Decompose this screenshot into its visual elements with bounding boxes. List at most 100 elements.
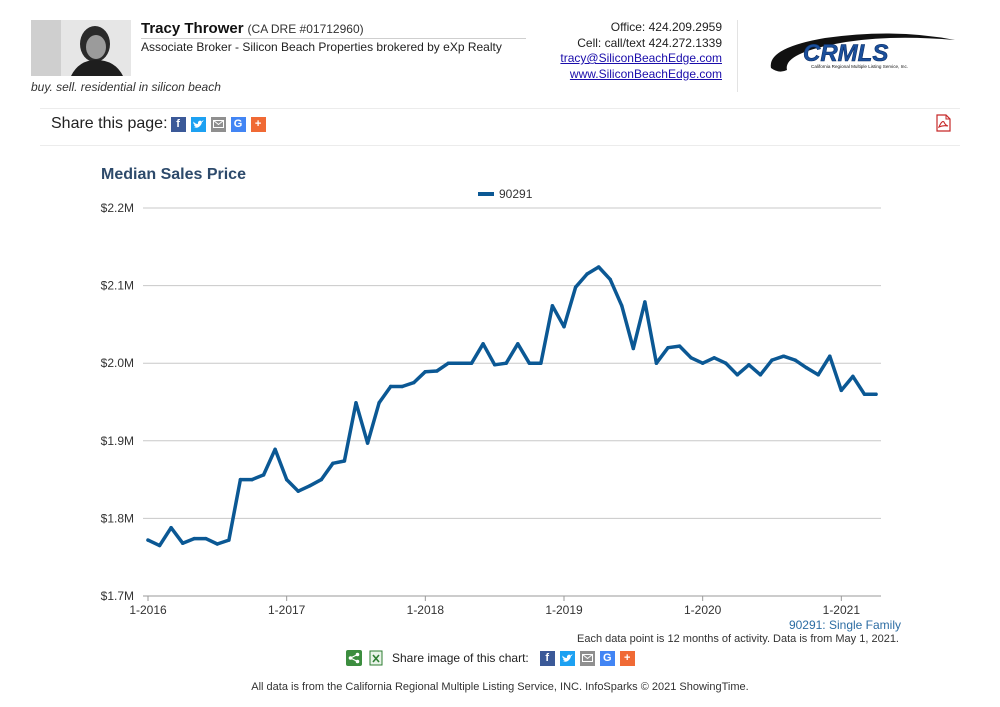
agent-photo-image <box>31 20 131 76</box>
excel-export-icon[interactable] <box>368 650 384 666</box>
email-link[interactable]: tracy@SiliconBeachEdge.com <box>560 51 722 65</box>
x-tick-label: 1-2021 <box>823 603 861 617</box>
data-point <box>261 473 266 477</box>
data-point <box>851 374 855 379</box>
data-point <box>273 447 277 452</box>
header-divider <box>737 20 738 92</box>
email-icon[interactable] <box>579 650 595 666</box>
website-link[interactable]: www.SiliconBeachEdge.com <box>569 66 722 81</box>
data-point <box>689 356 693 360</box>
data-point <box>238 477 243 482</box>
data-point <box>758 373 763 377</box>
data-point <box>608 277 612 282</box>
data-point <box>770 358 774 362</box>
x-tick-label: 1-2017 <box>268 603 306 617</box>
twitter-icon[interactable] <box>559 650 575 666</box>
data-point <box>423 370 428 374</box>
data-point <box>377 401 381 405</box>
data-point <box>250 477 254 482</box>
data-point <box>735 373 740 377</box>
agent-tagline: buy. sell. residential in silicon beach <box>31 80 221 94</box>
data-point <box>435 369 439 373</box>
twitter-icon[interactable] <box>190 116 206 132</box>
data-point <box>631 346 636 351</box>
crmls-logo-subtext: California Regional Multiple Listing Ser… <box>811 64 908 69</box>
crmls-logo-text: CRMLS <box>803 40 888 67</box>
data-point <box>516 342 520 346</box>
google-icon[interactable]: G <box>230 116 246 132</box>
data-point <box>365 441 370 445</box>
data-point <box>816 373 820 377</box>
top-divider <box>40 108 960 109</box>
series-note: 90291: Single Family <box>788 618 901 632</box>
share-page-label: Share this page: <box>51 115 168 132</box>
data-point <box>354 401 358 405</box>
facebook-icon[interactable]: f <box>539 650 555 666</box>
data-point <box>781 354 786 358</box>
crmls-logo: CRMLS California Regional Multiple Listi… <box>770 33 955 72</box>
email-icon[interactable] <box>210 116 226 132</box>
data-point <box>331 461 335 466</box>
data-point <box>146 538 150 542</box>
data-point <box>527 361 532 365</box>
data-point <box>319 477 324 482</box>
name-divider <box>141 38 526 39</box>
data-point <box>700 361 705 365</box>
data-point <box>839 388 844 393</box>
data-point <box>504 361 508 365</box>
data-point <box>412 380 416 385</box>
legend-label: 90291 <box>499 187 533 201</box>
y-tick-label: $1.8M <box>101 511 134 525</box>
chart-legend[interactable]: 90291 <box>478 187 532 201</box>
data-point <box>804 366 809 370</box>
data-point <box>677 344 682 348</box>
data-point <box>458 361 462 365</box>
series-line-90291 <box>146 265 878 548</box>
google-icon[interactable]: G <box>599 650 615 666</box>
cell-phone: Cell: call/text 424.272.1339 <box>577 35 722 50</box>
chart-gridlines <box>143 207 881 597</box>
data-point <box>539 361 543 365</box>
data-point <box>643 300 647 304</box>
office-phone: Office: 424.209.2959 <box>610 20 722 34</box>
data-point <box>227 538 231 542</box>
chart-x-axis <box>147 596 842 601</box>
share-chart-icon[interactable] <box>346 650 362 666</box>
share-page-bar: Share this page: f G + <box>51 115 271 133</box>
data-point <box>192 536 196 541</box>
y-tick-label: $2.1M <box>101 279 134 293</box>
data-point <box>215 542 220 546</box>
data-point <box>862 392 867 396</box>
data-point <box>828 354 832 358</box>
agent-name: Tracy Thrower (CA DRE #01712960) <box>141 20 364 37</box>
plus-icon[interactable]: + <box>250 116 266 132</box>
x-tick-label: 1-2020 <box>684 603 722 617</box>
agent-name-text: Tracy Thrower <box>141 20 244 37</box>
x-tick-label: 1-2019 <box>545 603 583 617</box>
chart-share-label: Share image of this chart: <box>392 651 529 665</box>
data-point <box>342 459 347 463</box>
data-point <box>388 384 393 389</box>
data-point <box>296 489 300 493</box>
data-point <box>180 541 185 545</box>
x-tick-label: 1-2018 <box>407 603 445 617</box>
data-point <box>747 363 751 367</box>
data-point <box>550 304 555 308</box>
plus-icon[interactable]: + <box>619 650 635 666</box>
data-point <box>724 361 728 365</box>
y-tick-label: $1.7M <box>101 589 134 603</box>
chart-y-ticks: $1.7M $1.8M $1.9M $2.0M $2.1M $2.2M <box>101 201 134 603</box>
pdf-icon[interactable] <box>934 114 952 132</box>
data-point <box>492 363 497 367</box>
data-point <box>596 265 601 269</box>
data-point <box>654 361 659 365</box>
data-point <box>400 384 404 389</box>
data-point <box>308 484 312 488</box>
share-divider <box>40 145 960 146</box>
contact-block: Office: 424.209.2959 Cell: call/text 424… <box>560 20 722 82</box>
data-point <box>446 361 451 365</box>
chart-x-ticks: 1-2016 1-2017 1-2018 1-2019 1-2020 1-2021 <box>129 603 860 617</box>
chart-series <box>146 265 878 548</box>
facebook-icon[interactable]: f <box>170 116 186 132</box>
data-point <box>573 285 578 289</box>
